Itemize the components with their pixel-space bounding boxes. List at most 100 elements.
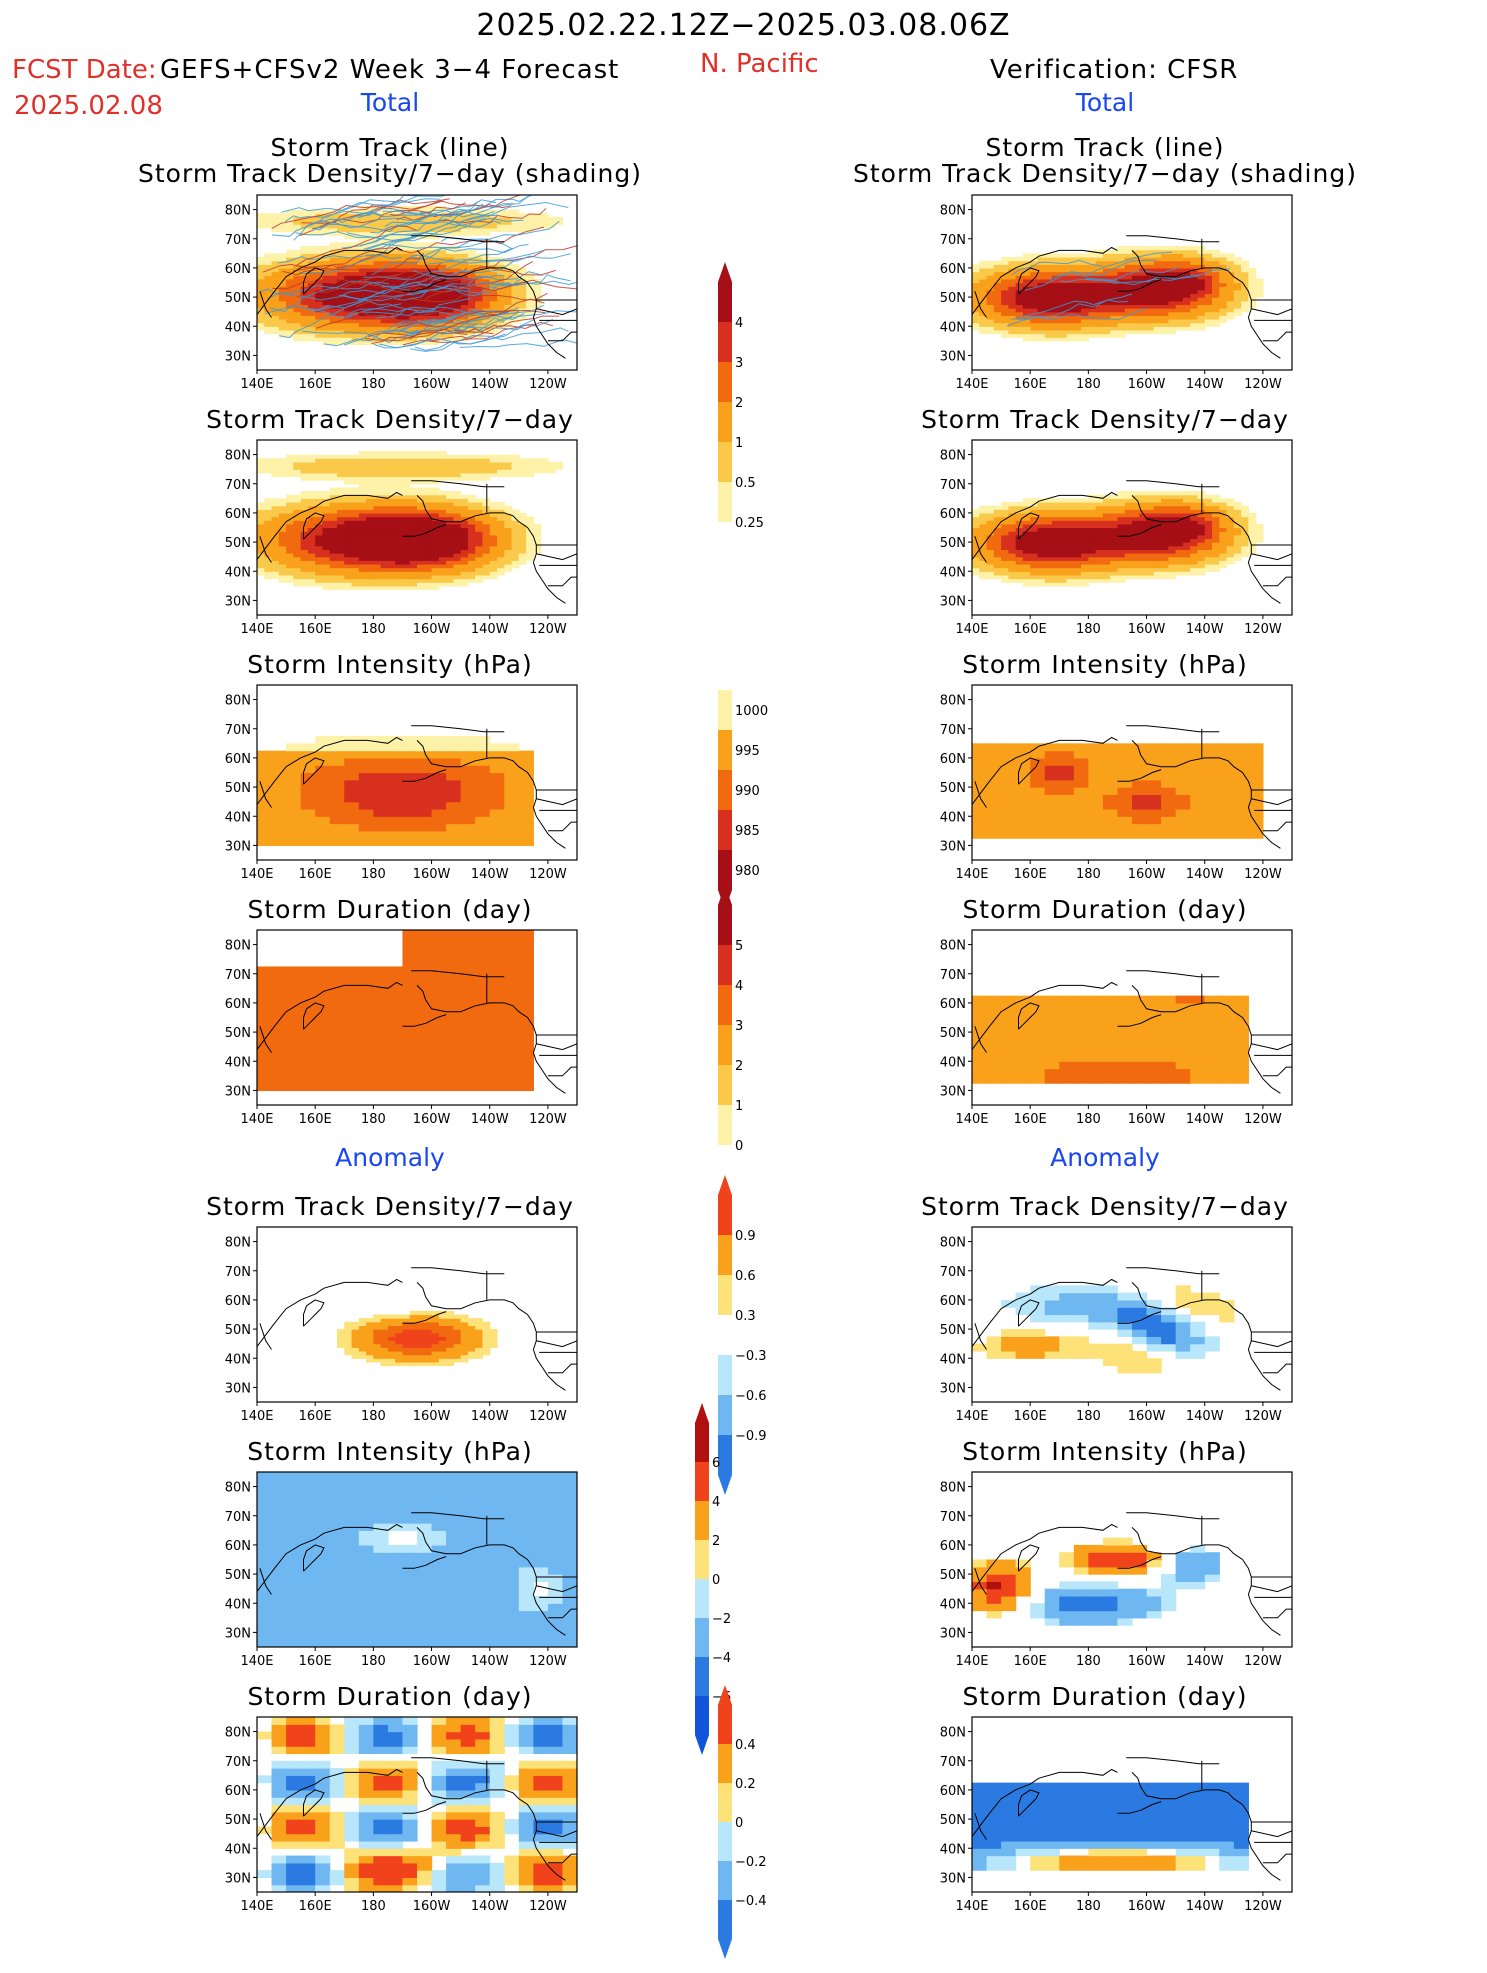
lat-tick-label: 50N	[940, 291, 966, 306]
lat-tick-label: 30N	[940, 594, 966, 609]
lat-tick-label: 70N	[225, 723, 251, 738]
lon-tick-label: 160E	[299, 377, 332, 392]
lat-tick-label: 60N	[940, 1784, 966, 1799]
panel-title-anom-intensity-right: Storm Intensity (hPa)	[855, 1437, 1355, 1466]
lat-tick-label: 80N	[940, 204, 966, 219]
lon-tick-label: 140W	[1186, 1899, 1224, 1914]
lon-tick-label: 160W	[413, 1409, 451, 1424]
lat-tick-label: 70N	[940, 1265, 966, 1280]
lat-tick-label: 50N	[225, 1026, 251, 1041]
lon-tick-label: 160W	[413, 1112, 451, 1127]
lat-tick-label: 70N	[940, 968, 966, 983]
lon-tick-label: 160W	[413, 377, 451, 392]
lon-tick-label: 140E	[240, 1409, 273, 1424]
lon-tick-label: 140W	[471, 1112, 509, 1127]
lat-tick-label: 50N	[225, 536, 251, 551]
lat-tick-label: 70N	[940, 233, 966, 248]
lon-tick-label: 140E	[955, 1899, 988, 1914]
lon-tick-label: 160W	[413, 867, 451, 882]
lat-tick-label: 30N	[940, 349, 966, 364]
lon-tick-label: 140E	[955, 1112, 988, 1127]
lon-tick-label: 180	[1076, 1899, 1101, 1914]
lon-tick-label: 140W	[1186, 867, 1224, 882]
colorbar-label: −0.3	[735, 1349, 767, 1364]
lat-tick-label: 60N	[940, 752, 966, 767]
lon-tick-label: 140E	[240, 1112, 273, 1127]
lon-tick-label: 140W	[471, 377, 509, 392]
lon-tick-label: 140E	[955, 1654, 988, 1669]
lat-tick-label: 40N	[225, 320, 251, 335]
lat-tick-label: 60N	[940, 1294, 966, 1309]
lon-tick-label: 160W	[1128, 622, 1166, 637]
colorbar-label: 0	[712, 1573, 720, 1588]
lon-tick-label: 140E	[240, 377, 273, 392]
colorbar-label: 0	[735, 1139, 743, 1154]
panel-title-duration-left: Storm Duration (day)	[140, 895, 640, 924]
colorbar-label: 2	[735, 1059, 743, 1074]
fcst-date-label: FCST Date:	[12, 55, 157, 85]
lon-tick-label: 160E	[1014, 1654, 1047, 1669]
lat-tick-label: 70N	[225, 1265, 251, 1280]
lat-tick-label: 80N	[225, 694, 251, 709]
lon-tick-label: 120W	[529, 377, 567, 392]
lon-tick-label: 180	[1076, 1654, 1101, 1669]
region-title: N. Pacific	[700, 49, 819, 79]
lon-tick-label: 180	[361, 1654, 386, 1669]
lat-tick-label: 70N	[225, 1755, 251, 1770]
lon-tick-label: 160W	[1128, 1654, 1166, 1669]
section-anomaly-right: Anomaly	[1005, 1143, 1205, 1172]
lon-tick-label: 120W	[529, 1112, 567, 1127]
lat-tick-label: 50N	[225, 291, 251, 306]
lat-tick-label: 70N	[225, 968, 251, 983]
lon-tick-label: 140W	[471, 1899, 509, 1914]
colorbar-label: 1	[735, 1099, 743, 1114]
lon-tick-label: 140E	[240, 1654, 273, 1669]
lat-tick-label: 70N	[225, 478, 251, 493]
lon-tick-label: 140E	[955, 622, 988, 637]
lat-tick-label: 40N	[940, 1055, 966, 1070]
lat-tick-label: 40N	[940, 565, 966, 580]
lat-tick-label: 40N	[940, 1597, 966, 1612]
lon-tick-label: 140W	[471, 1409, 509, 1424]
lon-tick-label: 180	[1076, 622, 1101, 637]
lon-tick-label: 180	[361, 622, 386, 637]
colorbar-label: 3	[735, 1019, 743, 1034]
lon-tick-label: 160E	[299, 1899, 332, 1914]
lat-tick-label: 30N	[940, 1381, 966, 1396]
lat-tick-label: 40N	[225, 810, 251, 825]
lat-tick-label: 60N	[940, 262, 966, 277]
lat-tick-label: 60N	[940, 997, 966, 1012]
lat-tick-label: 40N	[225, 1597, 251, 1612]
lat-tick-label: 80N	[225, 1236, 251, 1251]
colorbar-label: 5	[735, 939, 743, 954]
lat-tick-label: 30N	[225, 349, 251, 364]
lon-tick-label: 140E	[955, 867, 988, 882]
colorbar-label: 0.25	[735, 516, 764, 531]
lat-tick-label: 80N	[940, 1236, 966, 1251]
lon-tick-label: 140W	[471, 1654, 509, 1669]
lon-tick-label: 140E	[955, 1409, 988, 1424]
lat-tick-label: 80N	[225, 449, 251, 464]
lat-tick-label: 30N	[225, 594, 251, 609]
colorbar-label: 2	[712, 1534, 720, 1549]
lon-tick-label: 180	[1076, 1409, 1101, 1424]
lon-tick-label: 160E	[1014, 1409, 1047, 1424]
lat-tick-label: 70N	[225, 1510, 251, 1525]
lat-tick-label: 40N	[225, 565, 251, 580]
colorbar-label: 0.4	[735, 1738, 756, 1753]
colorbar-label: 995	[735, 744, 760, 759]
lat-tick-label: 60N	[225, 1539, 251, 1554]
colorbar-label: 980	[735, 864, 760, 879]
